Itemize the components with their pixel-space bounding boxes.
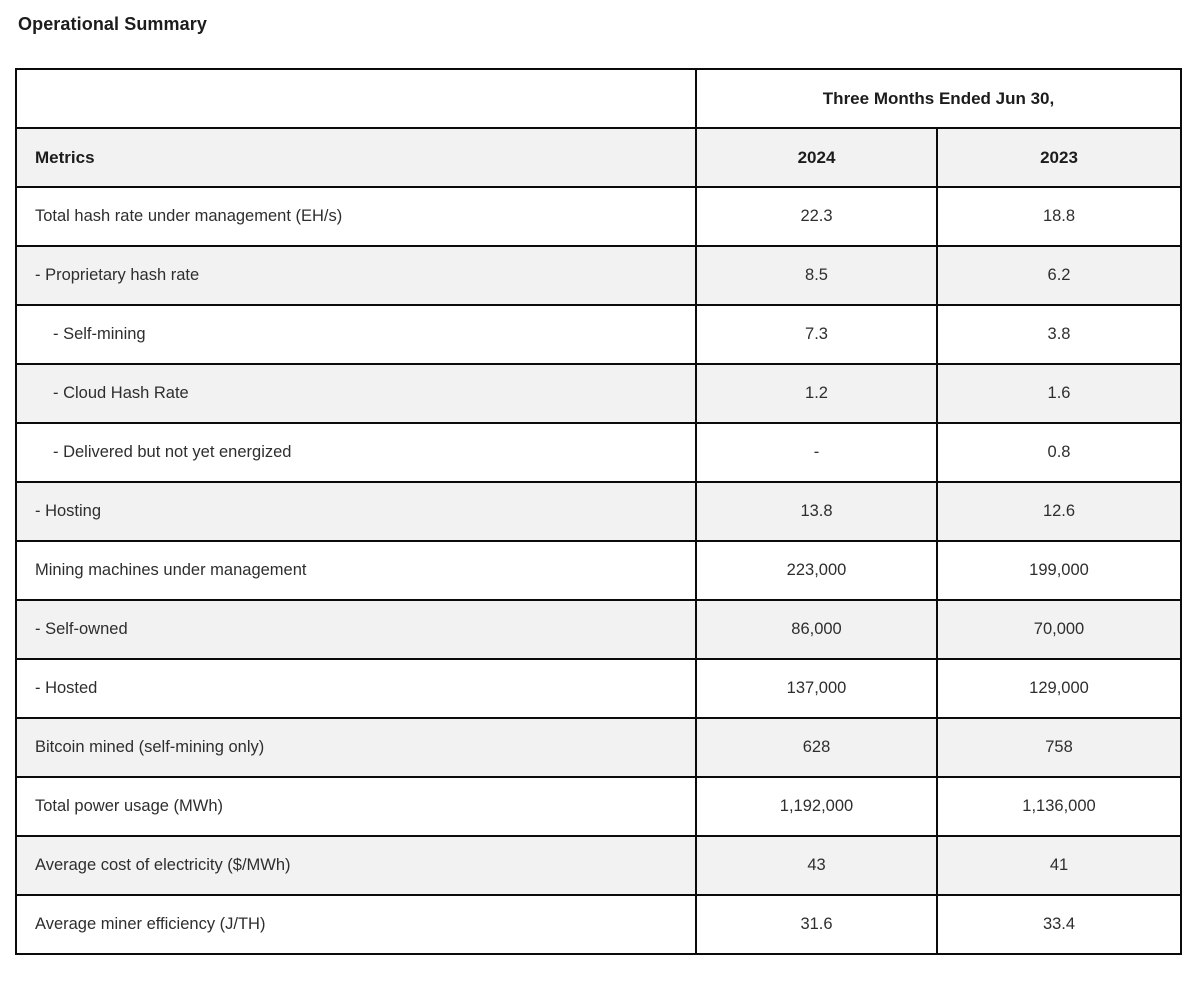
value-2024-cell: 8.5 xyxy=(695,245,938,306)
metric-label-cell: Total hash rate under management (EH/s) xyxy=(15,186,697,247)
period-header-row: Three Months Ended Jun 30, xyxy=(15,68,1183,129)
table-row: Total power usage (MWh) 1,192,000 1,136,00… xyxy=(15,776,1183,837)
metric-label-cell: - Proprietary hash rate xyxy=(15,245,697,306)
column-header-row: Metrics 2024 2023 xyxy=(15,127,1183,188)
table-row: - Self-mining 7.3 3.8 xyxy=(15,304,1183,365)
operational-summary-table: Three Months Ended Jun 30, Metrics 2024 … xyxy=(15,68,1183,955)
value-2024-cell: 13.8 xyxy=(695,481,938,542)
value-2023-cell: 70,000 xyxy=(935,599,1183,660)
table-row: - Cloud Hash Rate 1.2 1.6 xyxy=(15,363,1183,424)
value-2023-cell: 1,136,000 xyxy=(935,776,1183,837)
value-2023-cell: 33.4 xyxy=(935,894,1183,955)
table-row: Average cost of electricity ($/MWh) 43 41 xyxy=(15,835,1183,896)
value-2023-cell: 0.8 xyxy=(935,422,1183,483)
metric-label-cell: Average cost of electricity ($/MWh) xyxy=(15,835,697,896)
column-header-2024: 2024 xyxy=(695,127,938,188)
table-row: Average miner efficiency (J/TH) 31.6 33.4 xyxy=(15,894,1183,955)
page-title: Operational Summary xyxy=(18,14,207,34)
table-row: - Hosting 13.8 12.6 xyxy=(15,481,1183,542)
value-2024-cell: 137,000 xyxy=(695,658,938,719)
value-2024-cell: 1,192,000 xyxy=(695,776,938,837)
value-2023-cell: 12.6 xyxy=(935,481,1183,542)
value-2023-cell: 18.8 xyxy=(935,186,1183,247)
column-header-metrics: Metrics xyxy=(15,127,697,188)
value-2024-cell: 86,000 xyxy=(695,599,938,660)
value-2023-cell: 129,000 xyxy=(935,658,1183,719)
metric-label-cell: - Self-owned xyxy=(15,599,697,660)
table-row: Mining machines under management 223,000 1… xyxy=(15,540,1183,601)
value-2024-cell: 7.3 xyxy=(695,304,938,365)
table-body: Total hash rate under management (EH/s) 2… xyxy=(15,186,1183,955)
table-row: - Delivered but not yet energized -0.8 xyxy=(15,422,1183,483)
metric-label-cell: - Cloud Hash Rate xyxy=(15,363,697,424)
value-2024-cell: 43 xyxy=(695,835,938,896)
metric-label-cell: - Hosting xyxy=(15,481,697,542)
column-header-2023: 2023 xyxy=(935,127,1183,188)
table-row: Total hash rate under management (EH/s) 2… xyxy=(15,186,1183,247)
metric-label-cell: - Hosted xyxy=(15,658,697,719)
value-2024-cell: 1.2 xyxy=(695,363,938,424)
value-2024-cell: - xyxy=(695,422,938,483)
value-2024-cell: 22.3 xyxy=(695,186,938,247)
table-row: Bitcoin mined (self-mining only) 628 758 xyxy=(15,717,1183,778)
value-2024-cell: 31.6 xyxy=(695,894,938,955)
table-row: - Proprietary hash rate 8.5 6.2 xyxy=(15,245,1183,306)
table-row: - Hosted 137,000 129,000 xyxy=(15,658,1183,719)
value-2024-cell: 628 xyxy=(695,717,938,778)
value-2023-cell: 41 xyxy=(935,835,1183,896)
period-header-cell: Three Months Ended Jun 30, xyxy=(694,68,1183,129)
value-2024-cell: 223,000 xyxy=(695,540,938,601)
table-row: - Self-owned 86,000 70,000 xyxy=(15,599,1183,660)
value-2023-cell: 199,000 xyxy=(935,540,1183,601)
metric-label-cell: Total power usage (MWh) xyxy=(15,776,697,837)
empty-corner-cell xyxy=(15,68,697,129)
value-2023-cell: 1.6 xyxy=(935,363,1183,424)
metric-label-cell: Bitcoin mined (self-mining only) xyxy=(15,717,697,778)
metric-label-cell: - Delivered but not yet energized xyxy=(15,422,697,483)
value-2023-cell: 758 xyxy=(935,717,1183,778)
value-2023-cell: 3.8 xyxy=(935,304,1183,365)
value-2023-cell: 6.2 xyxy=(935,245,1183,306)
metric-label-cell: - Self-mining xyxy=(15,304,697,365)
metric-label-cell: Mining machines under management xyxy=(15,540,697,601)
metric-label-cell: Average miner efficiency (J/TH) xyxy=(15,894,697,955)
